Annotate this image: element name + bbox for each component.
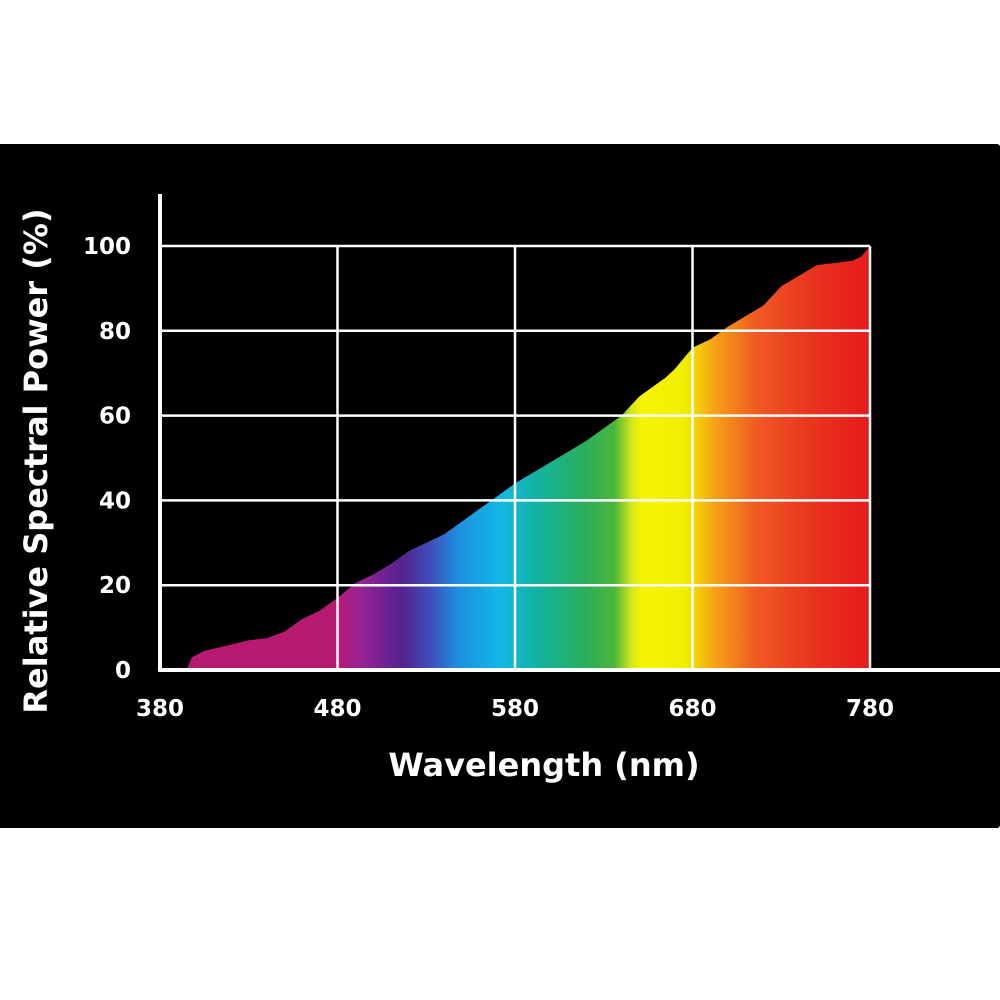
x-tick-label-380: 380 [136, 696, 184, 722]
grid-lines [160, 244, 872, 670]
y-tick-label-0: 0 [115, 658, 131, 684]
x-tick-label-580: 580 [491, 696, 539, 722]
x-tick-labels: 380 480 580 680 780 [136, 696, 894, 722]
chart-panel: 380 480 580 680 780 0 20 40 60 80 100 Wavelength … [0, 144, 1000, 828]
x-tick-label-480: 480 [313, 696, 361, 722]
y-tick-labels: 0 20 40 60 80 100 [83, 234, 131, 684]
y-tick-label-80: 80 [99, 319, 131, 345]
y-axis-label: Relative Spectral Power (%) [17, 208, 55, 713]
x-tick-label-680: 680 [668, 696, 716, 722]
y-tick-label-100: 100 [83, 234, 131, 260]
y-tick-label-20: 20 [99, 573, 131, 599]
spectral-power-area [186, 246, 871, 670]
x-tick-label-780: 780 [846, 696, 894, 722]
x-axis-label: Wavelength (nm) [388, 746, 699, 784]
chart-svg: 380 480 580 680 780 0 20 40 60 80 100 Wavelength … [17, 194, 1000, 784]
y-tick-label-60: 60 [99, 404, 131, 430]
axes [158, 194, 1000, 672]
y-tick-label-40: 40 [99, 488, 131, 514]
